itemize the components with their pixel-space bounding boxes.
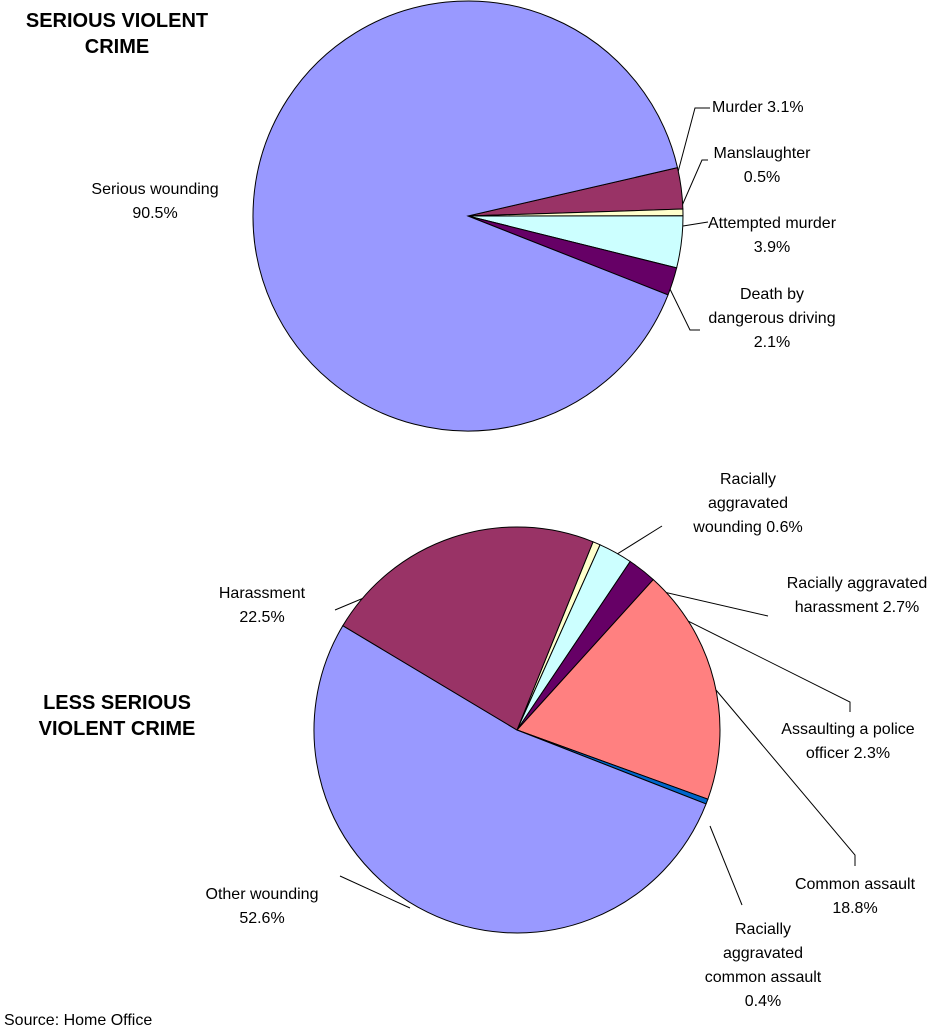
leader-line [629,591,851,712]
slice-label: Racially aggravated harassment 2.7% [782,572,932,620]
slice-value-label: 3.9% [753,239,791,256]
leader-line [709,825,743,906]
slice-label: Attempted murder 3.9% [702,212,842,260]
slice-name: Harassment [218,585,306,602]
slice-name: Attempted murder [707,215,837,232]
slice-name: Death by dangerous driving [708,286,836,327]
slice-value-label: 18.8% [832,900,878,917]
slice-name: Assaulting a police officer [781,721,915,762]
slice-label: Other wounding 52.6% [182,883,342,931]
slice-value-label: 2.3% [853,745,891,762]
slice-name: Manslaughter [713,145,811,162]
slice-name: Murder [712,99,763,116]
slice-value-label: 0.4% [744,993,782,1010]
slice-label: Assaulting a police officer 2.3% [763,718,933,766]
pie-slice [313,625,707,934]
source-note: Source: Home Office [4,1012,153,1029]
slice-value-label: 2.1% [753,334,791,351]
leader-line [677,107,710,173]
slice-value-label: 3.1% [767,99,804,116]
pie-slice [252,0,679,432]
slice-label: Racially aggravated common assault 0.4% [693,918,833,1014]
leader-line [715,689,856,866]
slice-label: Manslaughter 0.5% [702,142,822,190]
leader-line [682,221,709,227]
leader-line [667,284,700,331]
leader-line [680,159,708,209]
slice-name: Common assault [794,876,916,893]
chart-title: SERIOUS VIOLENT CRIME [25,10,209,58]
chart-title: LESS SERIOUS VIOLENT CRIME [38,692,196,740]
slice-name: Racially aggravated harassment [786,575,928,616]
slice-name: Serious wounding [91,181,219,198]
slice-value-label: 0.5% [743,169,781,186]
pie-slice [342,526,594,731]
slice-label: Murder 3.1% [712,96,804,120]
slice-value-label: 0.6% [766,519,803,536]
slice-name: Racially aggravated common assault [704,921,822,986]
slice-label: Death by dangerous driving 2.1% [702,283,842,355]
slice-name: Racially aggravated wounding [693,471,789,536]
slice-value-label: 90.5% [132,205,178,222]
slice-label: Serious wounding 90.5% [70,178,240,226]
slice-label: Common assault 18.8% [775,873,935,921]
leader-line [339,875,411,909]
slice-value-label: 22.5% [239,609,285,626]
slice-name: Other wounding [205,886,319,903]
slice-value-label: 52.6% [239,910,285,927]
slice-label: Harassment 22.5% [197,582,327,630]
pie-slice [516,578,721,800]
slice-value-label: 2.7% [882,599,920,616]
slice-label: Racially aggravated wounding 0.6% [683,468,813,540]
